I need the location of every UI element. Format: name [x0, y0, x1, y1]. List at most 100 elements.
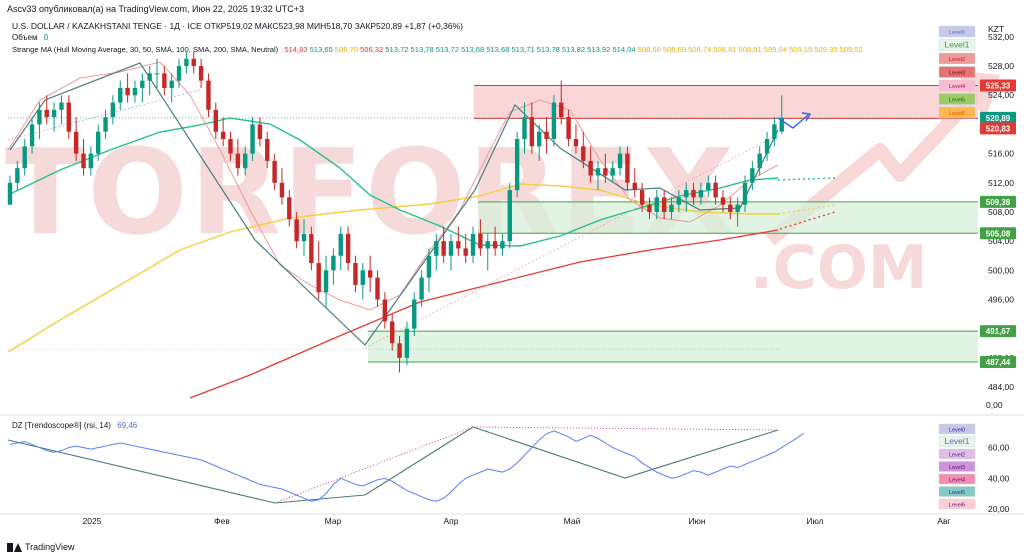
rsi-level-legend-item: Level3 — [938, 461, 976, 472]
candle-body — [220, 131, 226, 140]
price-chart[interactable]: TORFOREX.COMKZT532,00528,00524,00520,005… — [0, 0, 1024, 410]
candle-body — [470, 233, 476, 256]
candle-body — [404, 328, 410, 358]
price-tick-label: 524,00 — [988, 90, 1014, 100]
rsi-level-legend-label: Level2 — [949, 453, 965, 459]
candle-body — [132, 87, 138, 96]
candle-body — [720, 197, 726, 205]
time-axis-label: Мар — [325, 516, 342, 526]
support-zone-2 — [368, 331, 978, 362]
level-legend-item: Level3 — [938, 66, 976, 78]
candle-body — [691, 190, 696, 198]
candle-body — [29, 124, 35, 147]
price-badge-label: 525,33 — [986, 82, 1011, 91]
candle-body — [529, 117, 535, 147]
price-badge: 525,33 — [980, 79, 1016, 92]
time-axis-label: Фев — [214, 516, 230, 526]
candle-body — [44, 109, 49, 118]
candle-body — [603, 168, 608, 176]
trend-line-2 — [364, 134, 779, 349]
ma-value: 513,82 — [561, 45, 586, 54]
price-tick-label: 0,00 — [986, 400, 1003, 410]
watermark-arrow — [765, 90, 981, 246]
candle-body — [654, 197, 659, 212]
time-axis-label: Апр — [444, 516, 459, 526]
candle-body — [544, 131, 549, 140]
candle-body — [96, 131, 101, 154]
rsi-level-legend-label: Level0 — [949, 428, 965, 434]
price-axis: KZT532,00528,00524,00520,00516,00512,005… — [980, 24, 1016, 410]
rsi-level-legend-item: Level1 — [938, 436, 976, 447]
candle-body — [37, 109, 42, 125]
candle-body — [684, 190, 689, 198]
candle-body — [169, 80, 174, 88]
level-legend-item: Level0 — [938, 25, 976, 38]
candle-body — [367, 270, 373, 278]
candle-body — [59, 102, 64, 110]
candle-body — [772, 124, 777, 140]
candle-body — [375, 277, 380, 300]
candle-body — [764, 139, 770, 154]
candle-body — [243, 153, 248, 169]
ma-value: 513,78 — [410, 45, 434, 54]
price-badge: 509,38 — [980, 195, 1016, 208]
watermark-text: TORFOREX — [5, 123, 736, 261]
candle-body — [537, 131, 542, 147]
candle-body — [228, 139, 233, 154]
level-legend-label: Level0 — [949, 30, 965, 36]
ma-value: 508,70 — [334, 45, 359, 54]
ma-value: 509,19 — [789, 45, 813, 54]
rsi-level-legend-label: Level4 — [949, 478, 965, 484]
ma50-projection — [777, 177, 836, 181]
candle-body — [573, 139, 579, 147]
candle-body — [463, 248, 468, 256]
rsi-level-legend-item: Level0 — [938, 423, 976, 435]
level-legend-item: Level4 — [938, 79, 976, 92]
candle-body — [257, 124, 263, 140]
ma-value: 509,04 — [763, 45, 788, 54]
candle-body — [125, 87, 130, 96]
candle-body — [265, 139, 270, 161]
rsi-legend: DZ [Trendoscope®] (rsi, 14) 69,46 — [12, 421, 141, 430]
candle-body — [301, 233, 307, 242]
level-legend-item: Level5 — [938, 93, 976, 105]
time-axis-label: Июл — [806, 516, 823, 526]
ma-value: 509,35 — [814, 45, 838, 54]
price-badge-label: 487,44 — [986, 358, 1011, 367]
rsi-value: 69,46 — [117, 421, 138, 430]
price-tick-label: 512,00 — [988, 178, 1014, 188]
forecast-arrow-head — [801, 112, 812, 122]
candle-body — [360, 270, 365, 285]
candle-body — [353, 263, 358, 285]
candle-body — [309, 233, 314, 264]
level-legend-item: Level6 — [938, 106, 976, 119]
candle-body — [154, 73, 160, 75]
candle-body — [66, 102, 71, 132]
candle-body — [338, 233, 343, 256]
candle-body — [625, 153, 630, 183]
ma-value: 509,52 — [839, 45, 863, 54]
ma-value: 513,65 — [309, 45, 333, 54]
candle-body — [434, 241, 439, 256]
candle-body — [213, 109, 218, 132]
candle-body — [698, 190, 704, 198]
level-legend-item: Level1 — [938, 39, 976, 51]
zigzag-line — [9, 62, 779, 346]
candle-body — [279, 182, 285, 198]
time-axis-label: Июн — [688, 516, 705, 526]
candle-body — [73, 131, 79, 154]
price-tick-label: 504,00 — [988, 236, 1014, 246]
candle-body — [551, 102, 557, 140]
candle-body — [103, 117, 108, 132]
tradingview-logo-icon — [7, 542, 22, 552]
candle-body — [382, 299, 388, 322]
volume-legend: Объем 0 — [12, 33, 52, 42]
candle-body — [272, 160, 277, 183]
candle-body — [162, 73, 167, 88]
price-badge: 520,89 — [980, 111, 1016, 124]
currency-label: KZT — [988, 24, 1004, 34]
candle-body — [448, 241, 454, 256]
candle-body — [750, 168, 755, 183]
time-axis-label: Авг — [937, 516, 950, 526]
candle-body — [294, 219, 299, 242]
